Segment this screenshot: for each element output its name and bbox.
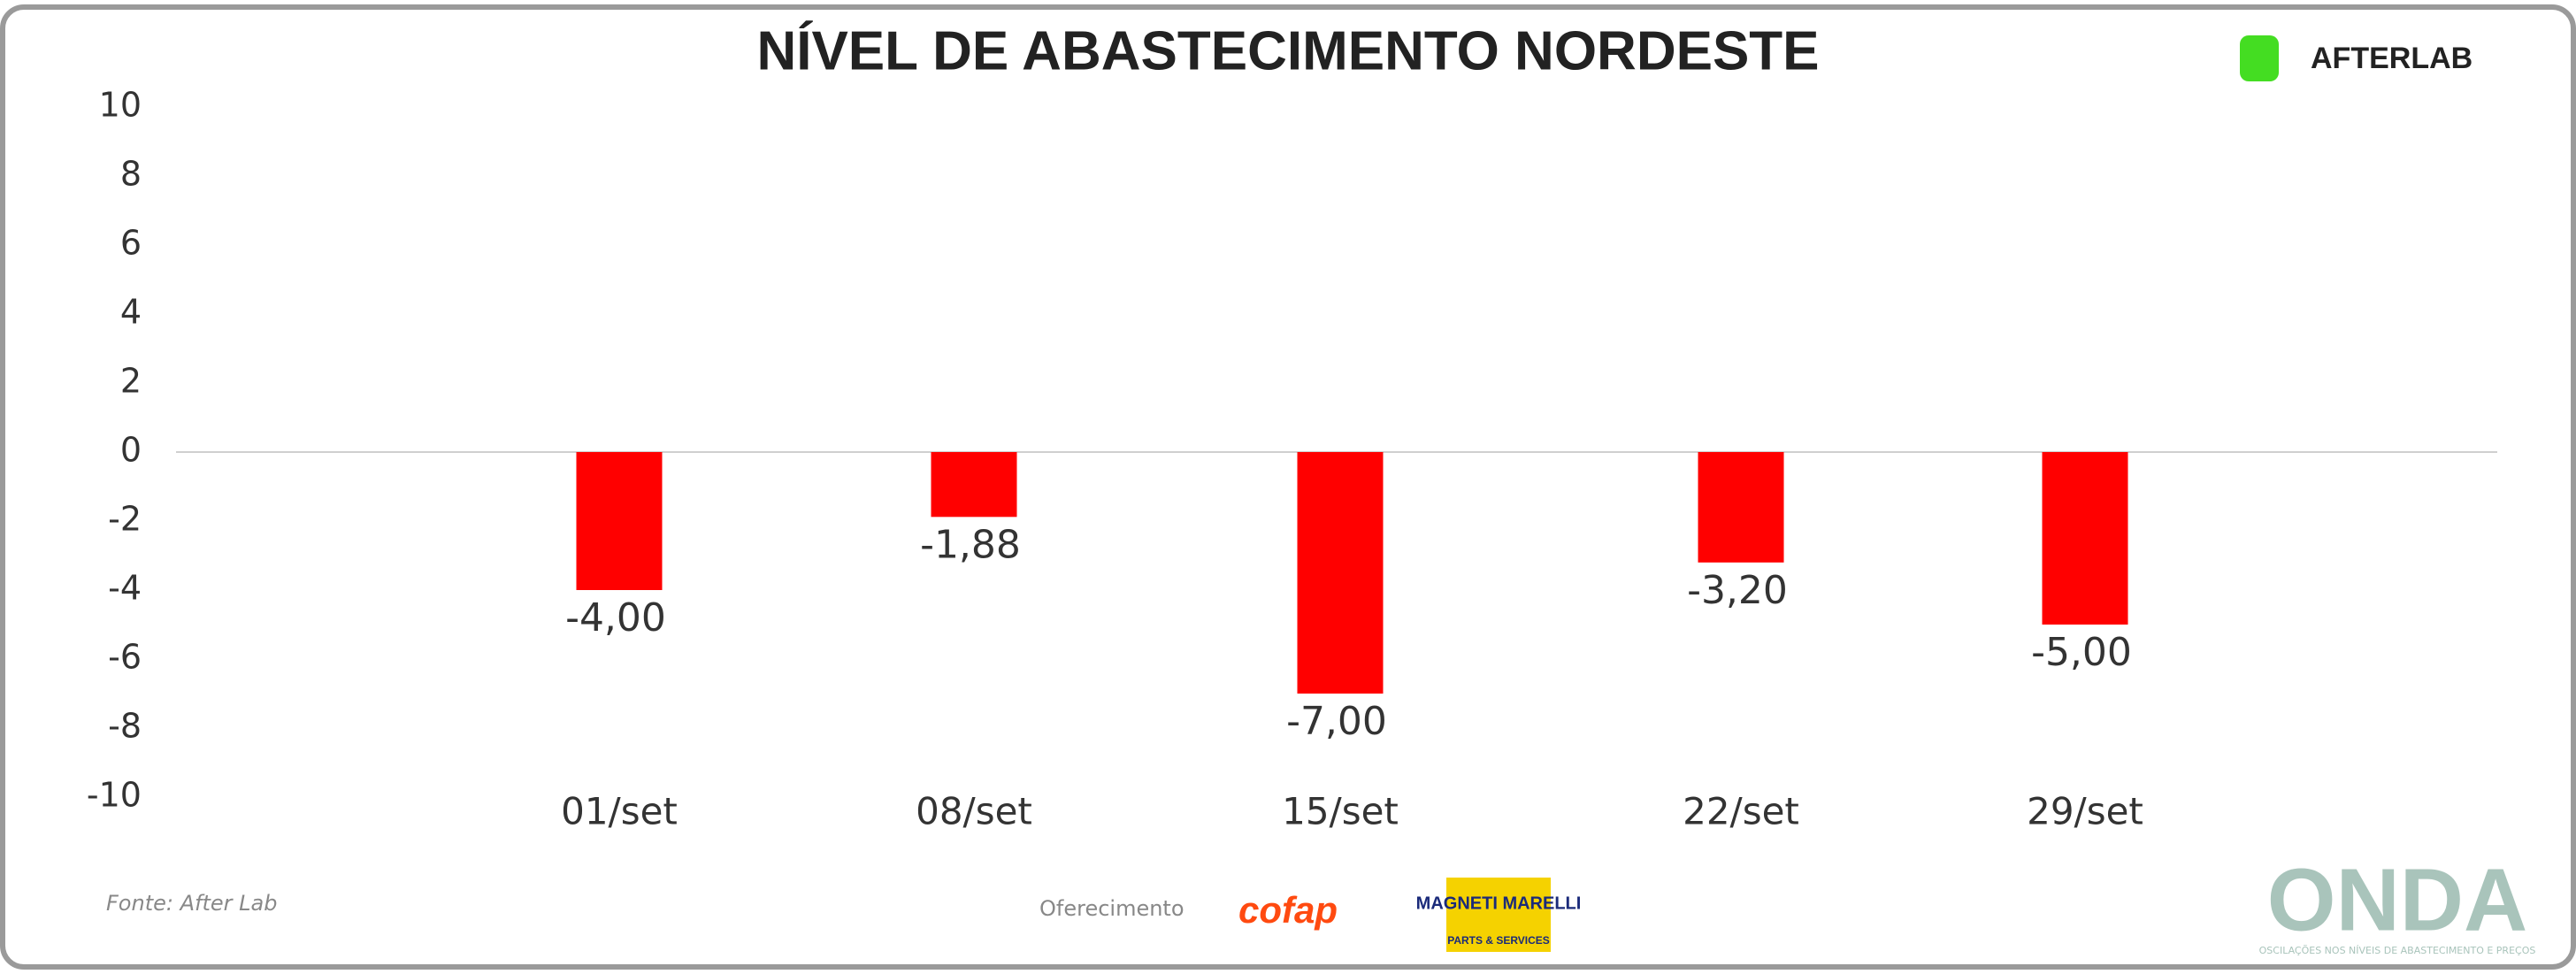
chart-title: NÍVEL DE ABASTECIMENTO NORDESTE	[756, 20, 1819, 81]
bar	[576, 452, 663, 590]
onda-logo: ONDA	[2267, 850, 2527, 949]
y-tick-label: 2	[120, 362, 142, 401]
y-tick-label: 8	[120, 155, 142, 194]
x-tick-label: 08/set	[916, 790, 1032, 833]
x-tick-label: 29/set	[2027, 790, 2143, 833]
sponsor-parts: PARTS & SERVICES	[1447, 934, 1550, 947]
bar	[931, 452, 1017, 518]
x-tick-label: 15/set	[1282, 790, 1399, 833]
sponsor-cofap: cofap	[1238, 889, 1338, 931]
bar	[1297, 452, 1384, 694]
y-tick-label: 10	[99, 86, 142, 125]
value-label: -5,00	[2031, 630, 2132, 675]
bar	[2042, 452, 2128, 625]
x-tick-label: 22/set	[1683, 790, 1799, 833]
value-label: -1,88	[920, 522, 1021, 567]
y-tick-label: -4	[108, 569, 142, 608]
value-label: -3,20	[1687, 568, 1788, 613]
source: Fonte: After Lab	[106, 891, 277, 916]
sponsor-magneti: MAGNETI MARELLI	[1416, 893, 1582, 913]
logo-icon	[2240, 35, 2279, 81]
bar	[1698, 452, 1784, 563]
y-tick-label: 6	[120, 224, 142, 263]
value-label: -7,00	[1286, 699, 1387, 744]
y-tick-label: -8	[108, 707, 142, 746]
value-label: -4,00	[565, 595, 666, 640]
logo-text: AFTERLAB	[2311, 42, 2472, 75]
frame	[0, 4, 2576, 970]
y-tick-label: -2	[108, 500, 142, 539]
y-tick-label: 4	[120, 293, 142, 332]
x-tick-label: 01/set	[561, 790, 678, 833]
y-tick-label: -10	[87, 776, 142, 815]
y-tick-label: -6	[108, 638, 142, 677]
sponsor-label: Oferecimento	[1039, 896, 1184, 921]
y-tick-label: 0	[120, 431, 142, 470]
sponsor-box	[1446, 878, 1551, 952]
onda-tagline: OSCILAÇÕES NOS NÍVEIS DE ABASTECIMENTO E…	[2259, 945, 2536, 956]
